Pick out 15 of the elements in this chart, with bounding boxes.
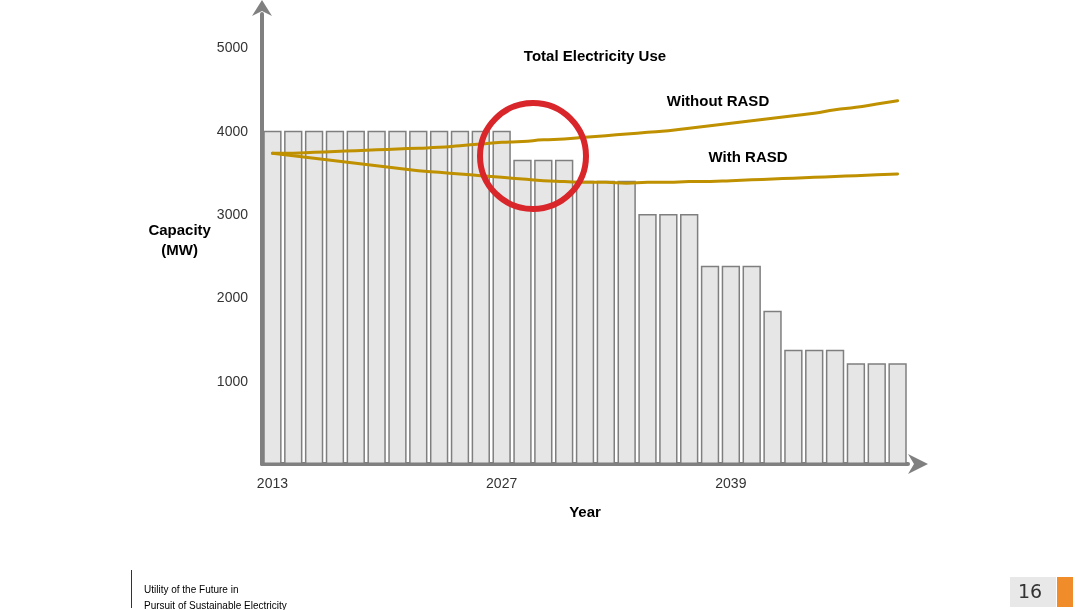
text: 16 bbox=[1018, 579, 1043, 602]
text: Total Electricity Use bbox=[523, 47, 667, 64]
y-tick-label: 3000 bbox=[216, 206, 249, 222]
y-tick-label: 4000 bbox=[216, 122, 249, 139]
y-tick-label: 2000 bbox=[216, 289, 249, 306]
series-label: With RASD bbox=[708, 148, 788, 165]
x-tick-label: 2013 bbox=[256, 475, 289, 491]
y-axis-title: Capacity (MW) bbox=[148, 220, 212, 258]
text: Utility of the Future in Pursuit of Sustainable Electricity bbox=[144, 583, 287, 610]
y-tick-label: 1000 bbox=[216, 372, 249, 389]
x-tick-label: 2027 bbox=[486, 475, 518, 491]
x-tick-label: 2039 bbox=[715, 475, 747, 491]
y-tick-label: 5000 bbox=[216, 39, 249, 56]
series-label: Without RASD bbox=[666, 92, 770, 110]
x-axis-title: Year bbox=[569, 503, 602, 520]
